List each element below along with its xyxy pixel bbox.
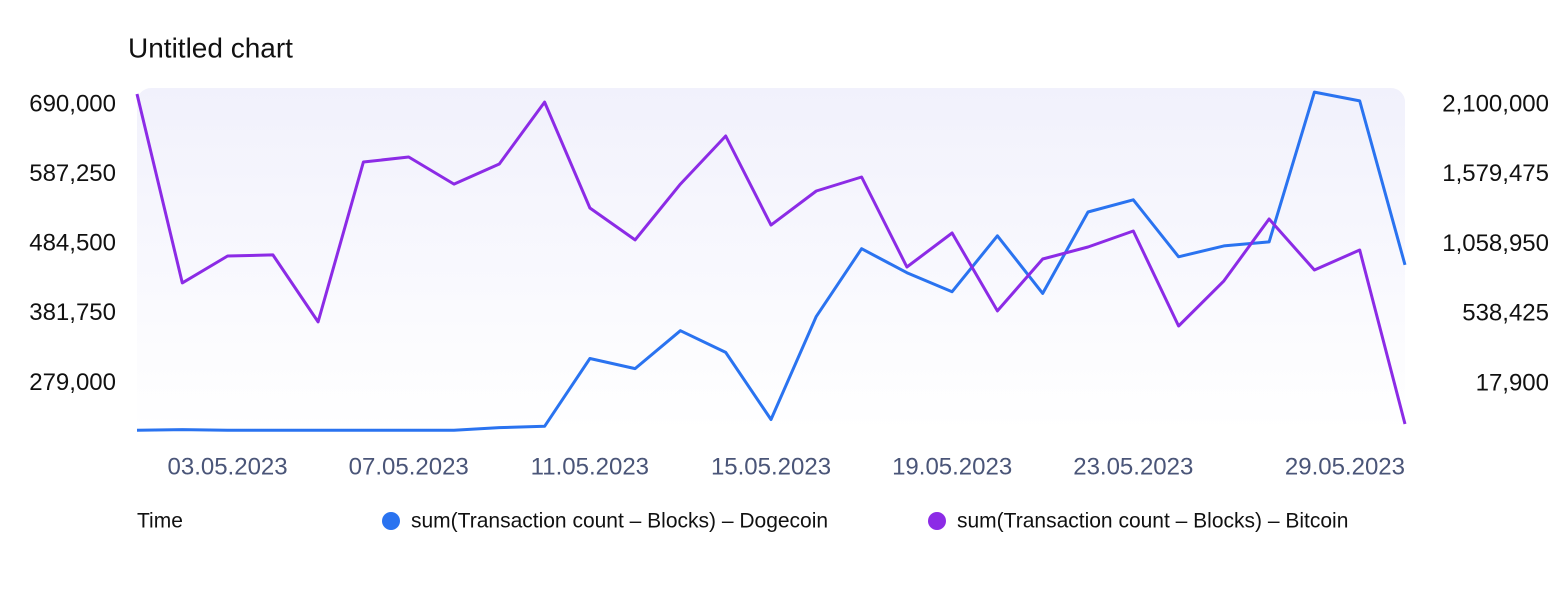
chart-title: Untitled chart <box>128 32 293 63</box>
y2-tick-label: 1,579,475 <box>1442 160 1549 187</box>
y-tick-label: 279,000 <box>29 369 116 396</box>
x-tick-label: 07.05.2023 <box>349 453 469 480</box>
x-tick-label: 23.05.2023 <box>1073 453 1193 480</box>
legend-label: sum(Transaction count – Blocks) – Dogeco… <box>411 510 828 533</box>
y2-tick-label: 538,425 <box>1462 300 1549 327</box>
x-tick-label: 15.05.2023 <box>711 453 831 480</box>
legend-marker <box>928 512 946 530</box>
y2-tick-label: 2,100,000 <box>1442 90 1549 117</box>
y-tick-label: 484,500 <box>29 230 116 257</box>
y-tick-label: 587,250 <box>29 160 116 187</box>
series-line <box>135 93 1407 425</box>
x-tick-label: 03.05.2023 <box>168 453 288 480</box>
x-tick-label: 11.05.2023 <box>531 453 649 480</box>
x-axis-label: Time <box>137 510 183 533</box>
plot-background <box>137 88 1405 431</box>
x-tick-label: 29.05.2023 <box>1285 453 1405 480</box>
legend-label: sum(Transaction count – Blocks) – Bitcoi… <box>957 510 1348 533</box>
series-line <box>136 90 1407 432</box>
y-tick-label: 690,000 <box>29 90 116 117</box>
y-tick-label: 381,750 <box>29 299 116 326</box>
y2-tick-label: 1,058,950 <box>1442 230 1549 257</box>
x-tick-label: 19.05.2023 <box>892 453 1012 480</box>
y2-tick-label: 17,900 <box>1476 369 1549 396</box>
legend-marker <box>382 512 400 530</box>
